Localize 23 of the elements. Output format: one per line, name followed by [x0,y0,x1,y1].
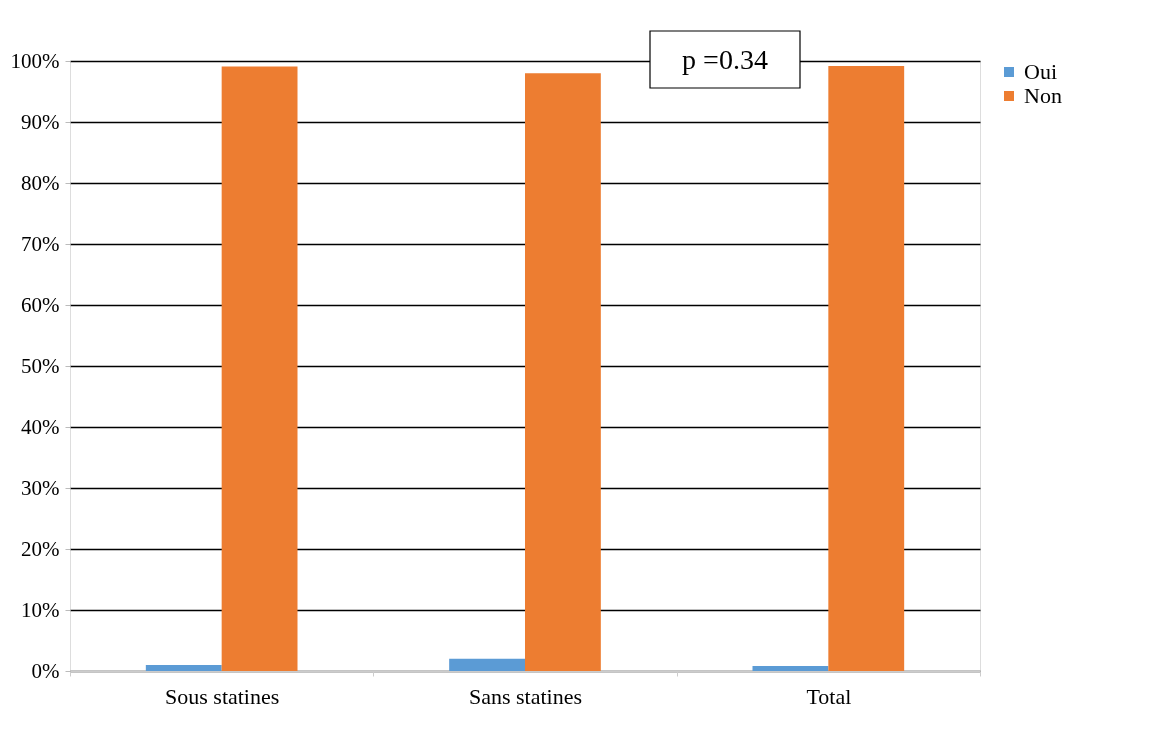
bar [752,666,829,671]
x-tick-label: Total [806,683,852,709]
y-tick-label: 20% [21,536,60,561]
bar [221,66,298,671]
bar [145,664,222,671]
y-tick-label: 30% [21,475,60,500]
y-tick-label: 60% [21,292,60,317]
bar [525,73,601,671]
y-tick-label: 80% [21,170,60,195]
annotation: p =0.34 [682,44,768,75]
y-tick-label: 50% [21,353,60,378]
y-tick-label: 70% [21,231,60,256]
y-tick-label: 0% [31,658,60,683]
legend-label: Oui [1024,59,1057,84]
bar [828,65,905,671]
bar [449,658,525,671]
y-tick-label: 40% [21,414,60,439]
y-tick-label: 90% [21,109,60,134]
x-tick-label: Sous statines [165,683,280,709]
x-tick-label: Sans statines [468,683,583,709]
legend-label: Non [1024,83,1062,108]
y-tick-label: 100% [10,48,60,73]
y-tick-label: 10% [21,597,60,622]
